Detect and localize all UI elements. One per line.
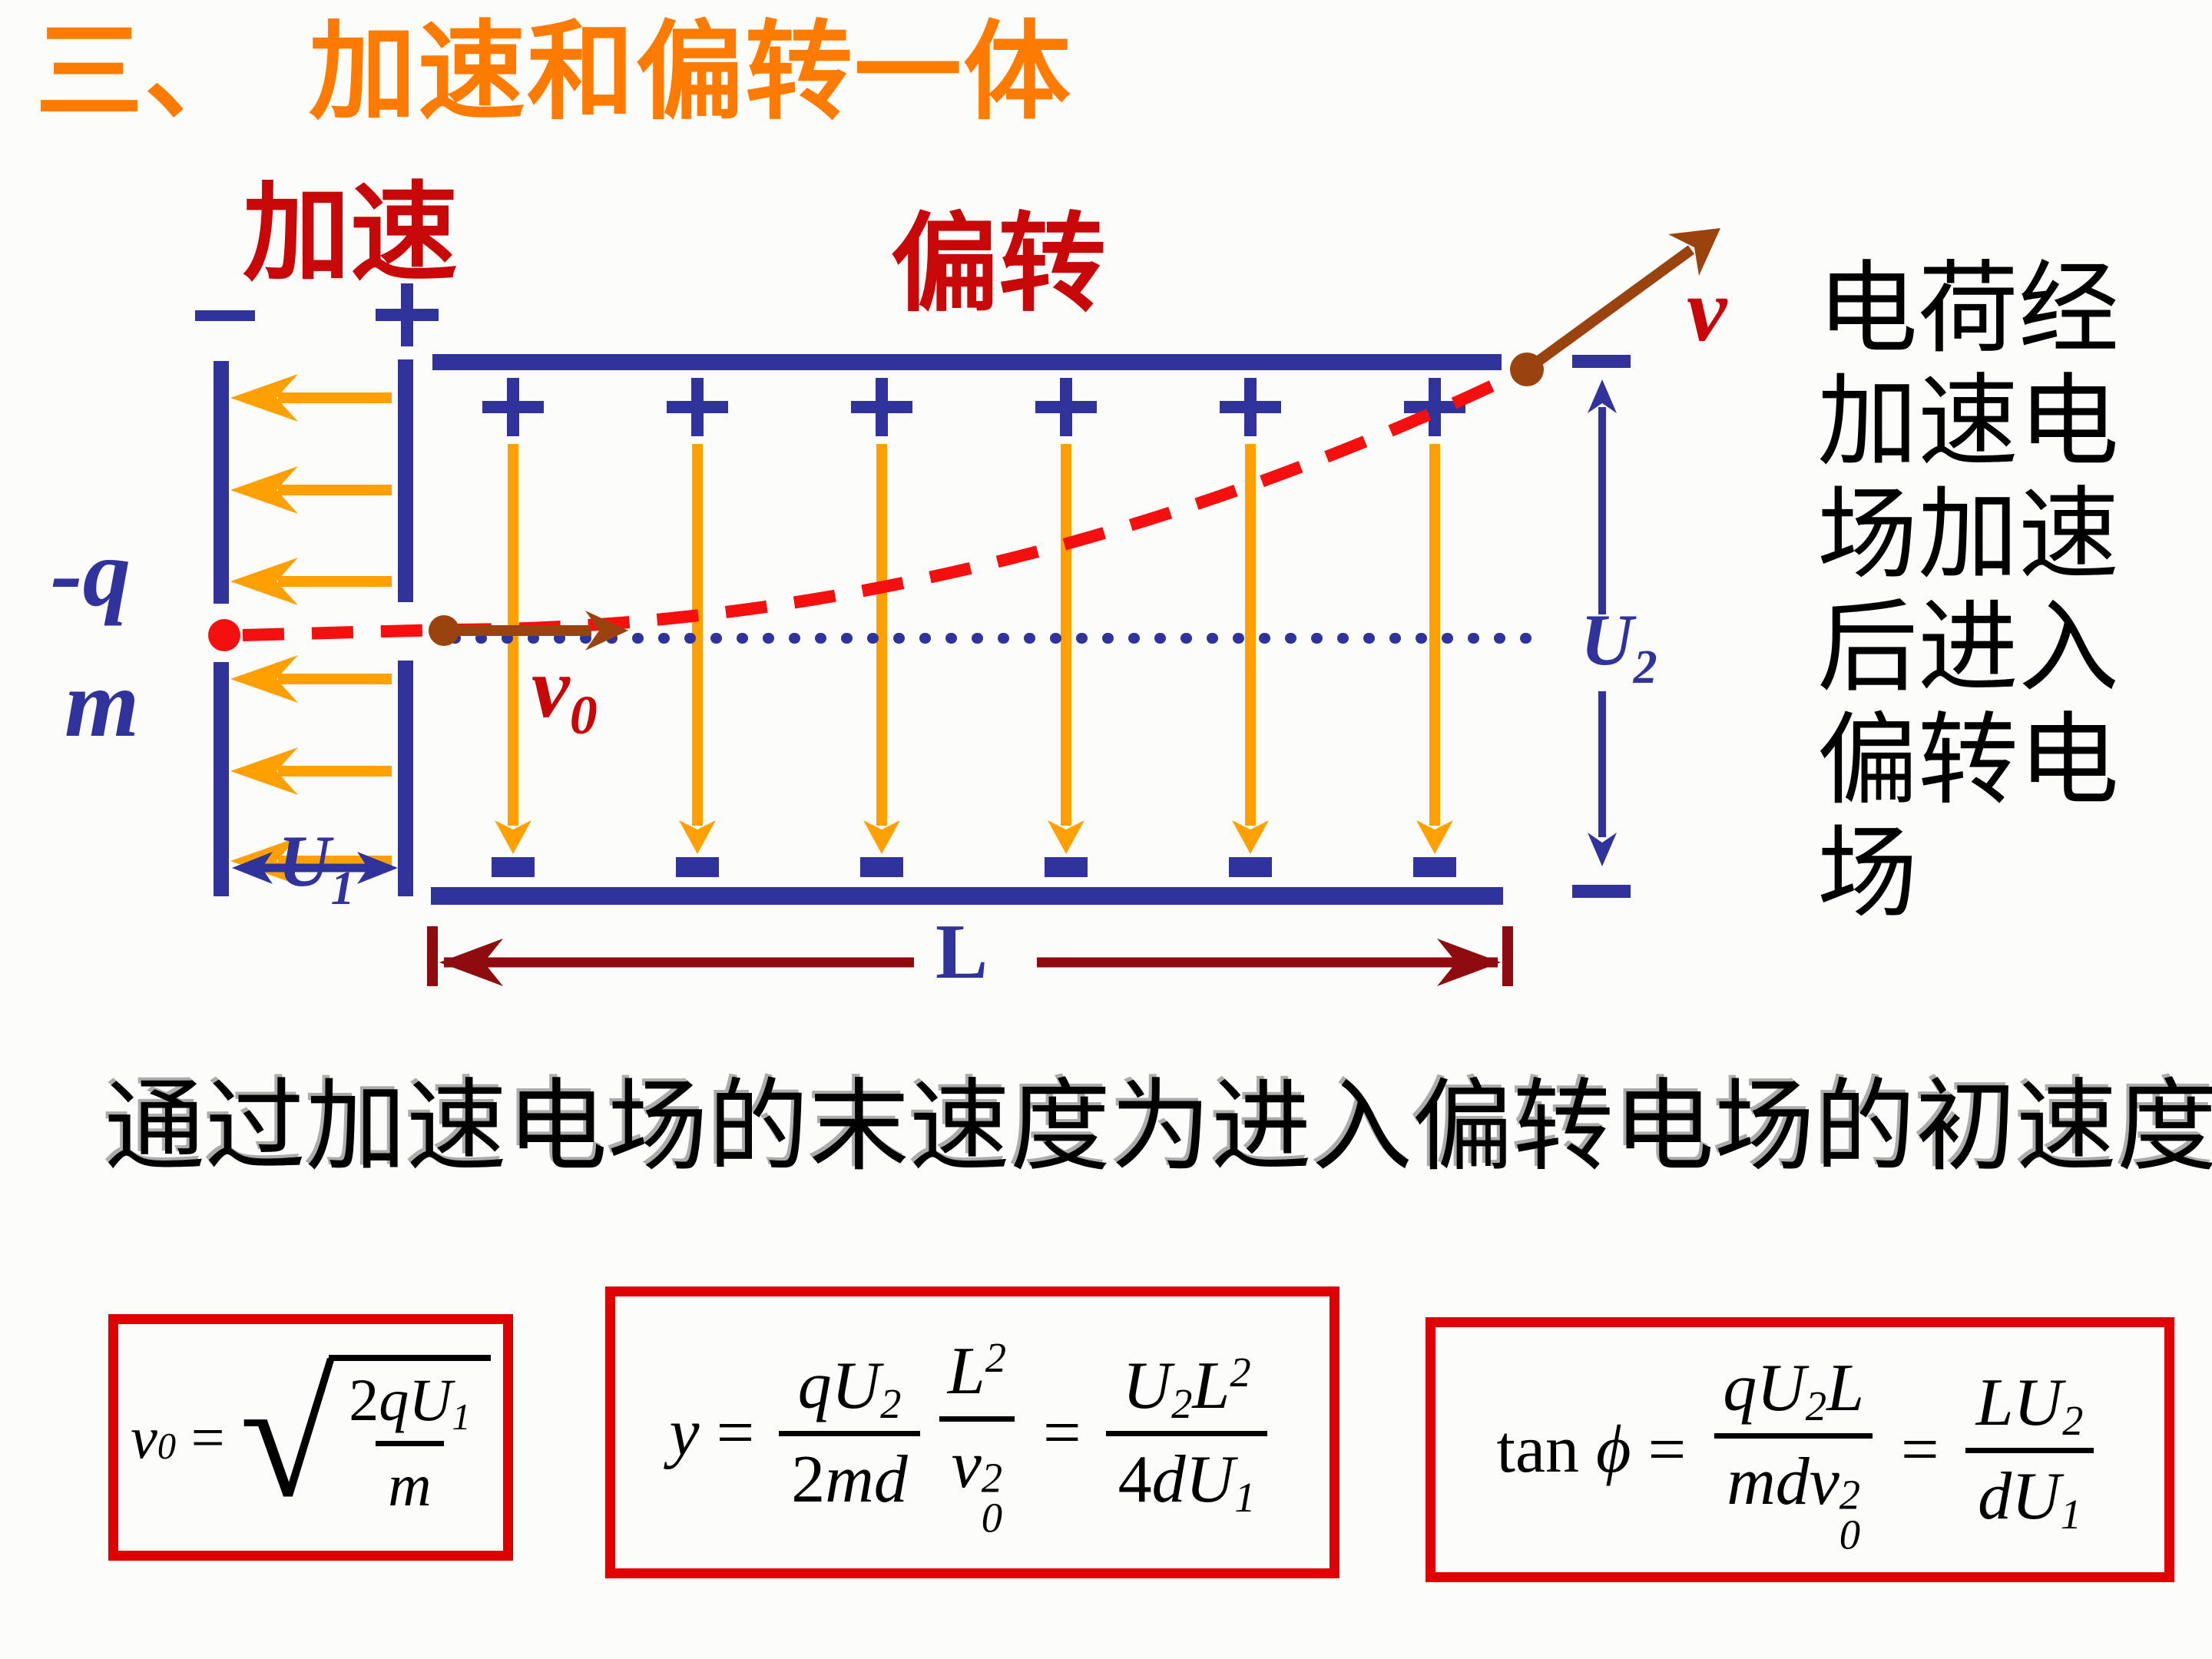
- u2-label: U2: [1581, 599, 1657, 694]
- formula-tan-phi: tan ϕ = qU2L mdv 2 0 = LU2 dU1: [1435, 1327, 2164, 1572]
- u2-dimension-arrow: [1588, 379, 1617, 866]
- formula-box-y: y = qU2 2md L2 v 2 0 = U2L2 4dU1: [605, 1286, 1339, 1578]
- charge-label: -q: [51, 521, 131, 627]
- minus-icon-top-right: [1572, 355, 1631, 368]
- u1-label: U1: [278, 820, 355, 915]
- charge-dot: [208, 619, 240, 651]
- v0-arrow: [429, 611, 628, 651]
- caption-sentence: 通过加速电场的末速度为进入偏转电场的初速度: [104, 1072, 2212, 1184]
- trajectory-dashed: [242, 363, 1530, 641]
- v0-label: v0: [531, 641, 598, 746]
- v-arrow: [1510, 228, 1720, 386]
- formula-box-tan-phi: tan ϕ = qU2L mdv 2 0 = LU2 dU1: [1426, 1317, 2174, 1582]
- minus-icon-bottom-right: [1572, 885, 1631, 898]
- v-label: v: [1687, 260, 1727, 360]
- mass-label: m: [65, 651, 140, 757]
- l-label: L: [935, 909, 988, 995]
- l-dimension-arrow: [427, 926, 1513, 986]
- deflection-zone-label: 偏转: [891, 206, 1107, 325]
- minus-icon-accel: [195, 310, 255, 321]
- u1-dimension-arrow: [232, 852, 398, 884]
- side-note: 电荷经 加速电 场加速 后进入 偏转电 场: [1817, 254, 2120, 930]
- acceleration-zone-label: 加速: [243, 175, 459, 294]
- plus-icon-accel: [376, 283, 439, 346]
- page-title: 三、 加速和偏转一体: [35, 12, 1073, 132]
- acceleration-plates: [214, 359, 413, 896]
- formula-y: y = qU2 2md L2 v 2 0 = U2L2 4dU1: [615, 1296, 1330, 1568]
- deflection-plates: [431, 354, 1503, 905]
